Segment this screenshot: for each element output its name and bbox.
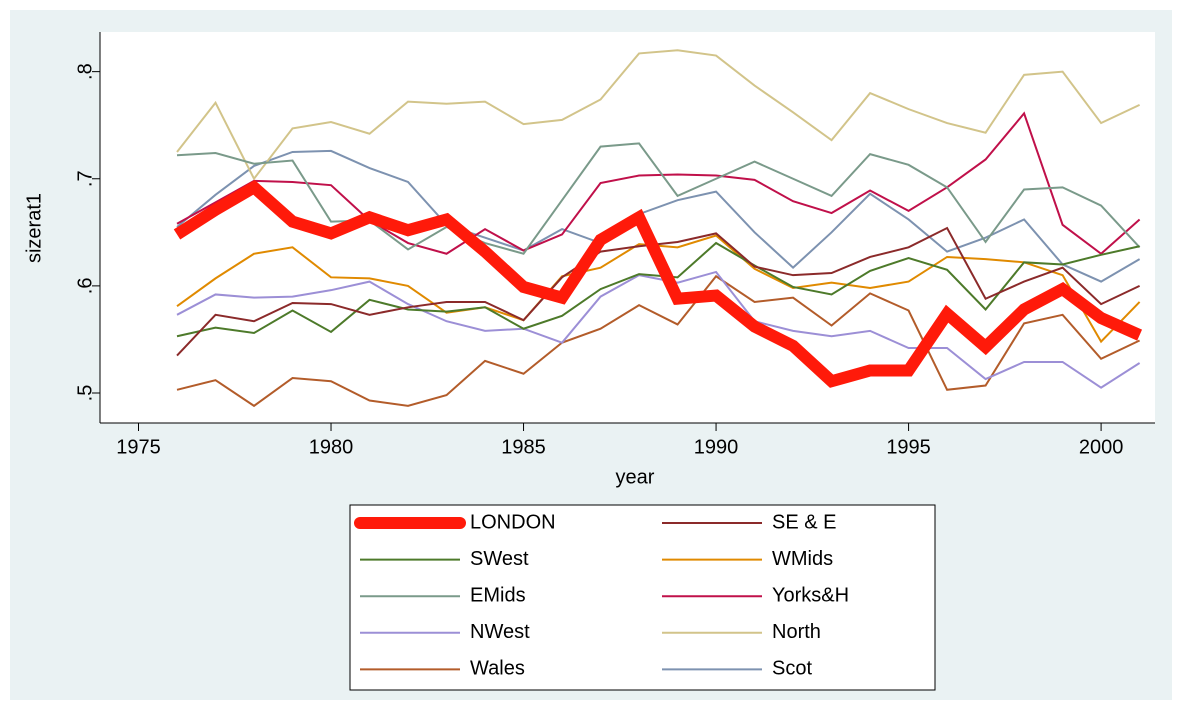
legend-label: LONDON	[470, 511, 556, 533]
legend-label: North	[772, 621, 821, 643]
legend-label: Yorks&H	[772, 584, 849, 606]
series-line	[176, 111, 1141, 256]
series-line	[176, 149, 1141, 283]
x-tick-label: 1990	[694, 436, 739, 458]
legend-label: Wales	[470, 658, 525, 680]
series-line	[176, 274, 1141, 408]
legend-label: WMids	[772, 548, 833, 570]
y-tick-label: .8	[74, 63, 96, 80]
y-tick-label: .7	[74, 170, 96, 187]
legend-label: SWest	[470, 548, 529, 570]
series-line	[173, 179, 1143, 388]
x-tick-label: 1985	[501, 436, 546, 458]
x-axis-label: year	[616, 466, 655, 488]
series-line	[176, 142, 1141, 255]
y-tick-label: .5	[74, 385, 96, 402]
legend-label: NWest	[470, 621, 530, 643]
x-tick-label: 1975	[116, 436, 161, 458]
y-axis-label: sizerat1	[23, 193, 45, 263]
x-tick-label: 2000	[1079, 436, 1124, 458]
y-tick-label: .6	[74, 278, 96, 295]
series-line	[176, 241, 1140, 338]
legend-label: EMids	[470, 584, 526, 606]
series-line	[176, 49, 1141, 181]
x-tick-label: 1995	[886, 436, 931, 458]
legend-label: SE & E	[772, 511, 836, 533]
legend-label: Scot	[772, 658, 812, 680]
x-tick-label: 1980	[309, 436, 354, 458]
legend-box	[349, 504, 936, 691]
series-line	[176, 270, 1141, 389]
